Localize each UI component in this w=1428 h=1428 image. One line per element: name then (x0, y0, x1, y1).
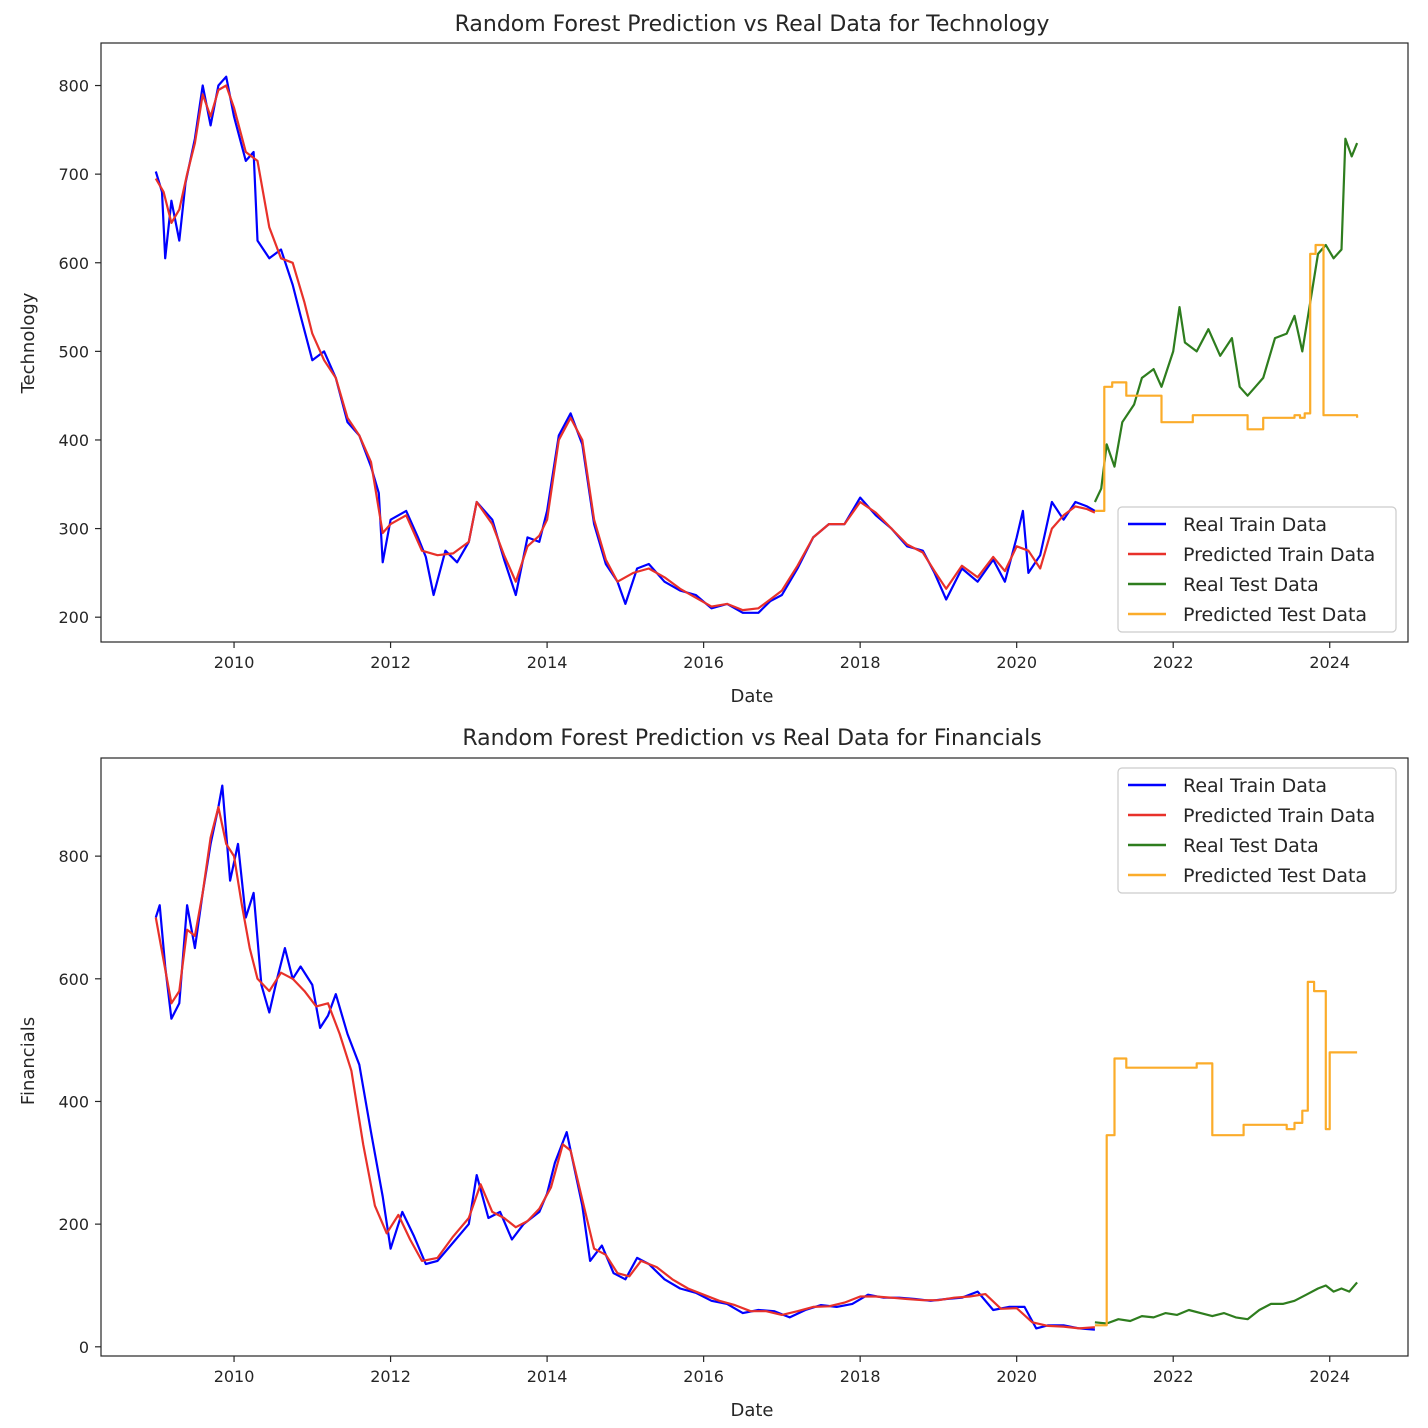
legend-label: Real Test Data (1183, 574, 1319, 596)
x-tick-label: 2014 (527, 653, 568, 672)
y-tick-label: 800 (58, 77, 89, 96)
plot-area (154, 784, 1358, 1331)
x-tick-label: 2014 (527, 1367, 568, 1386)
y-tick-label: 600 (58, 254, 89, 273)
y-tick-label: 0 (79, 1338, 89, 1357)
series-line-predicted-train-data (154, 806, 1095, 1330)
legend-label: Real Train Data (1183, 775, 1327, 797)
plot-frame (100, 42, 1409, 643)
x-tick-label: 2012 (370, 653, 411, 672)
x-tick-label: 2024 (1309, 1367, 1350, 1386)
y-axis-label: Financials (18, 1017, 39, 1105)
x-tick-label: 2022 (1153, 653, 1194, 672)
y-tick-label: 400 (58, 1092, 89, 1111)
legend-box (1117, 506, 1397, 633)
x-tick-label: 2024 (1309, 653, 1350, 672)
x-tick-label: 2020 (996, 1367, 1037, 1386)
legend-label: Real Test Data (1183, 835, 1319, 857)
series-line-real-train-data (154, 784, 1095, 1331)
y-tick-label: 700 (58, 165, 89, 184)
x-tick-label: 2016 (683, 1367, 724, 1386)
series-line-real-train-data (154, 75, 1096, 614)
y-tick-label: 200 (58, 608, 89, 627)
y-axis-label: Technology (18, 292, 39, 394)
x-tick-label: 2016 (683, 653, 724, 672)
y-tick-label: 500 (58, 342, 89, 361)
y-tick-label: 800 (58, 847, 89, 866)
plot-frame (100, 757, 1409, 1357)
legend-label: Predicted Test Data (1183, 865, 1367, 887)
x-tick-label: 2018 (840, 1367, 881, 1386)
x-axis-label: Date (730, 686, 773, 707)
y-tick-label: 400 (58, 431, 89, 450)
x-tick-label: 2022 (1153, 1367, 1194, 1386)
x-tick-label: 2018 (840, 653, 881, 672)
axis-ticks: 2010 2012 2014 2016 2018 2020 2022 2024 200 300 40… (58, 77, 1350, 672)
legend: Real Train Data Predicted Train Data Real … (1117, 767, 1397, 894)
legend: Real Train Data Predicted Train Data Real … (1117, 506, 1397, 633)
legend-label: Predicted Train Data (1183, 544, 1375, 566)
financials-chart: Random Forest Prediction vs Real Data fo… (18, 726, 1409, 1421)
plot-area (154, 75, 1359, 614)
series-line-predicted-test-data (1094, 980, 1358, 1327)
x-tick-label: 2010 (214, 1367, 255, 1386)
axis-ticks: 2010 2012 2014 2016 2018 2020 2022 2024 0 200 400 6… (58, 847, 1350, 1386)
legend-box (1117, 767, 1397, 894)
x-axis-label: Date (730, 1400, 773, 1421)
legend-label: Real Train Data (1183, 514, 1327, 536)
y-tick-label: 600 (58, 970, 89, 989)
chart-title: Random Forest Prediction vs Real Data fo… (462, 726, 1041, 751)
y-tick-label: 300 (58, 520, 89, 539)
series-line-real-test-data (1094, 1281, 1358, 1325)
series-line-predicted-test-data (1094, 243, 1359, 512)
x-tick-label: 2020 (996, 653, 1037, 672)
x-tick-label: 2012 (370, 1367, 411, 1386)
legend-label: Predicted Test Data (1183, 604, 1367, 626)
technology-chart: Random Forest Prediction vs Real Data fo… (18, 12, 1409, 707)
series-line-real-test-data (1093, 137, 1359, 503)
x-tick-label: 2010 (214, 653, 255, 672)
legend-label: Predicted Train Data (1183, 805, 1375, 827)
chart-title: Random Forest Prediction vs Real Data fo… (455, 12, 1050, 37)
series-line-predicted-train-data (154, 84, 1096, 612)
y-tick-label: 200 (58, 1215, 89, 1234)
